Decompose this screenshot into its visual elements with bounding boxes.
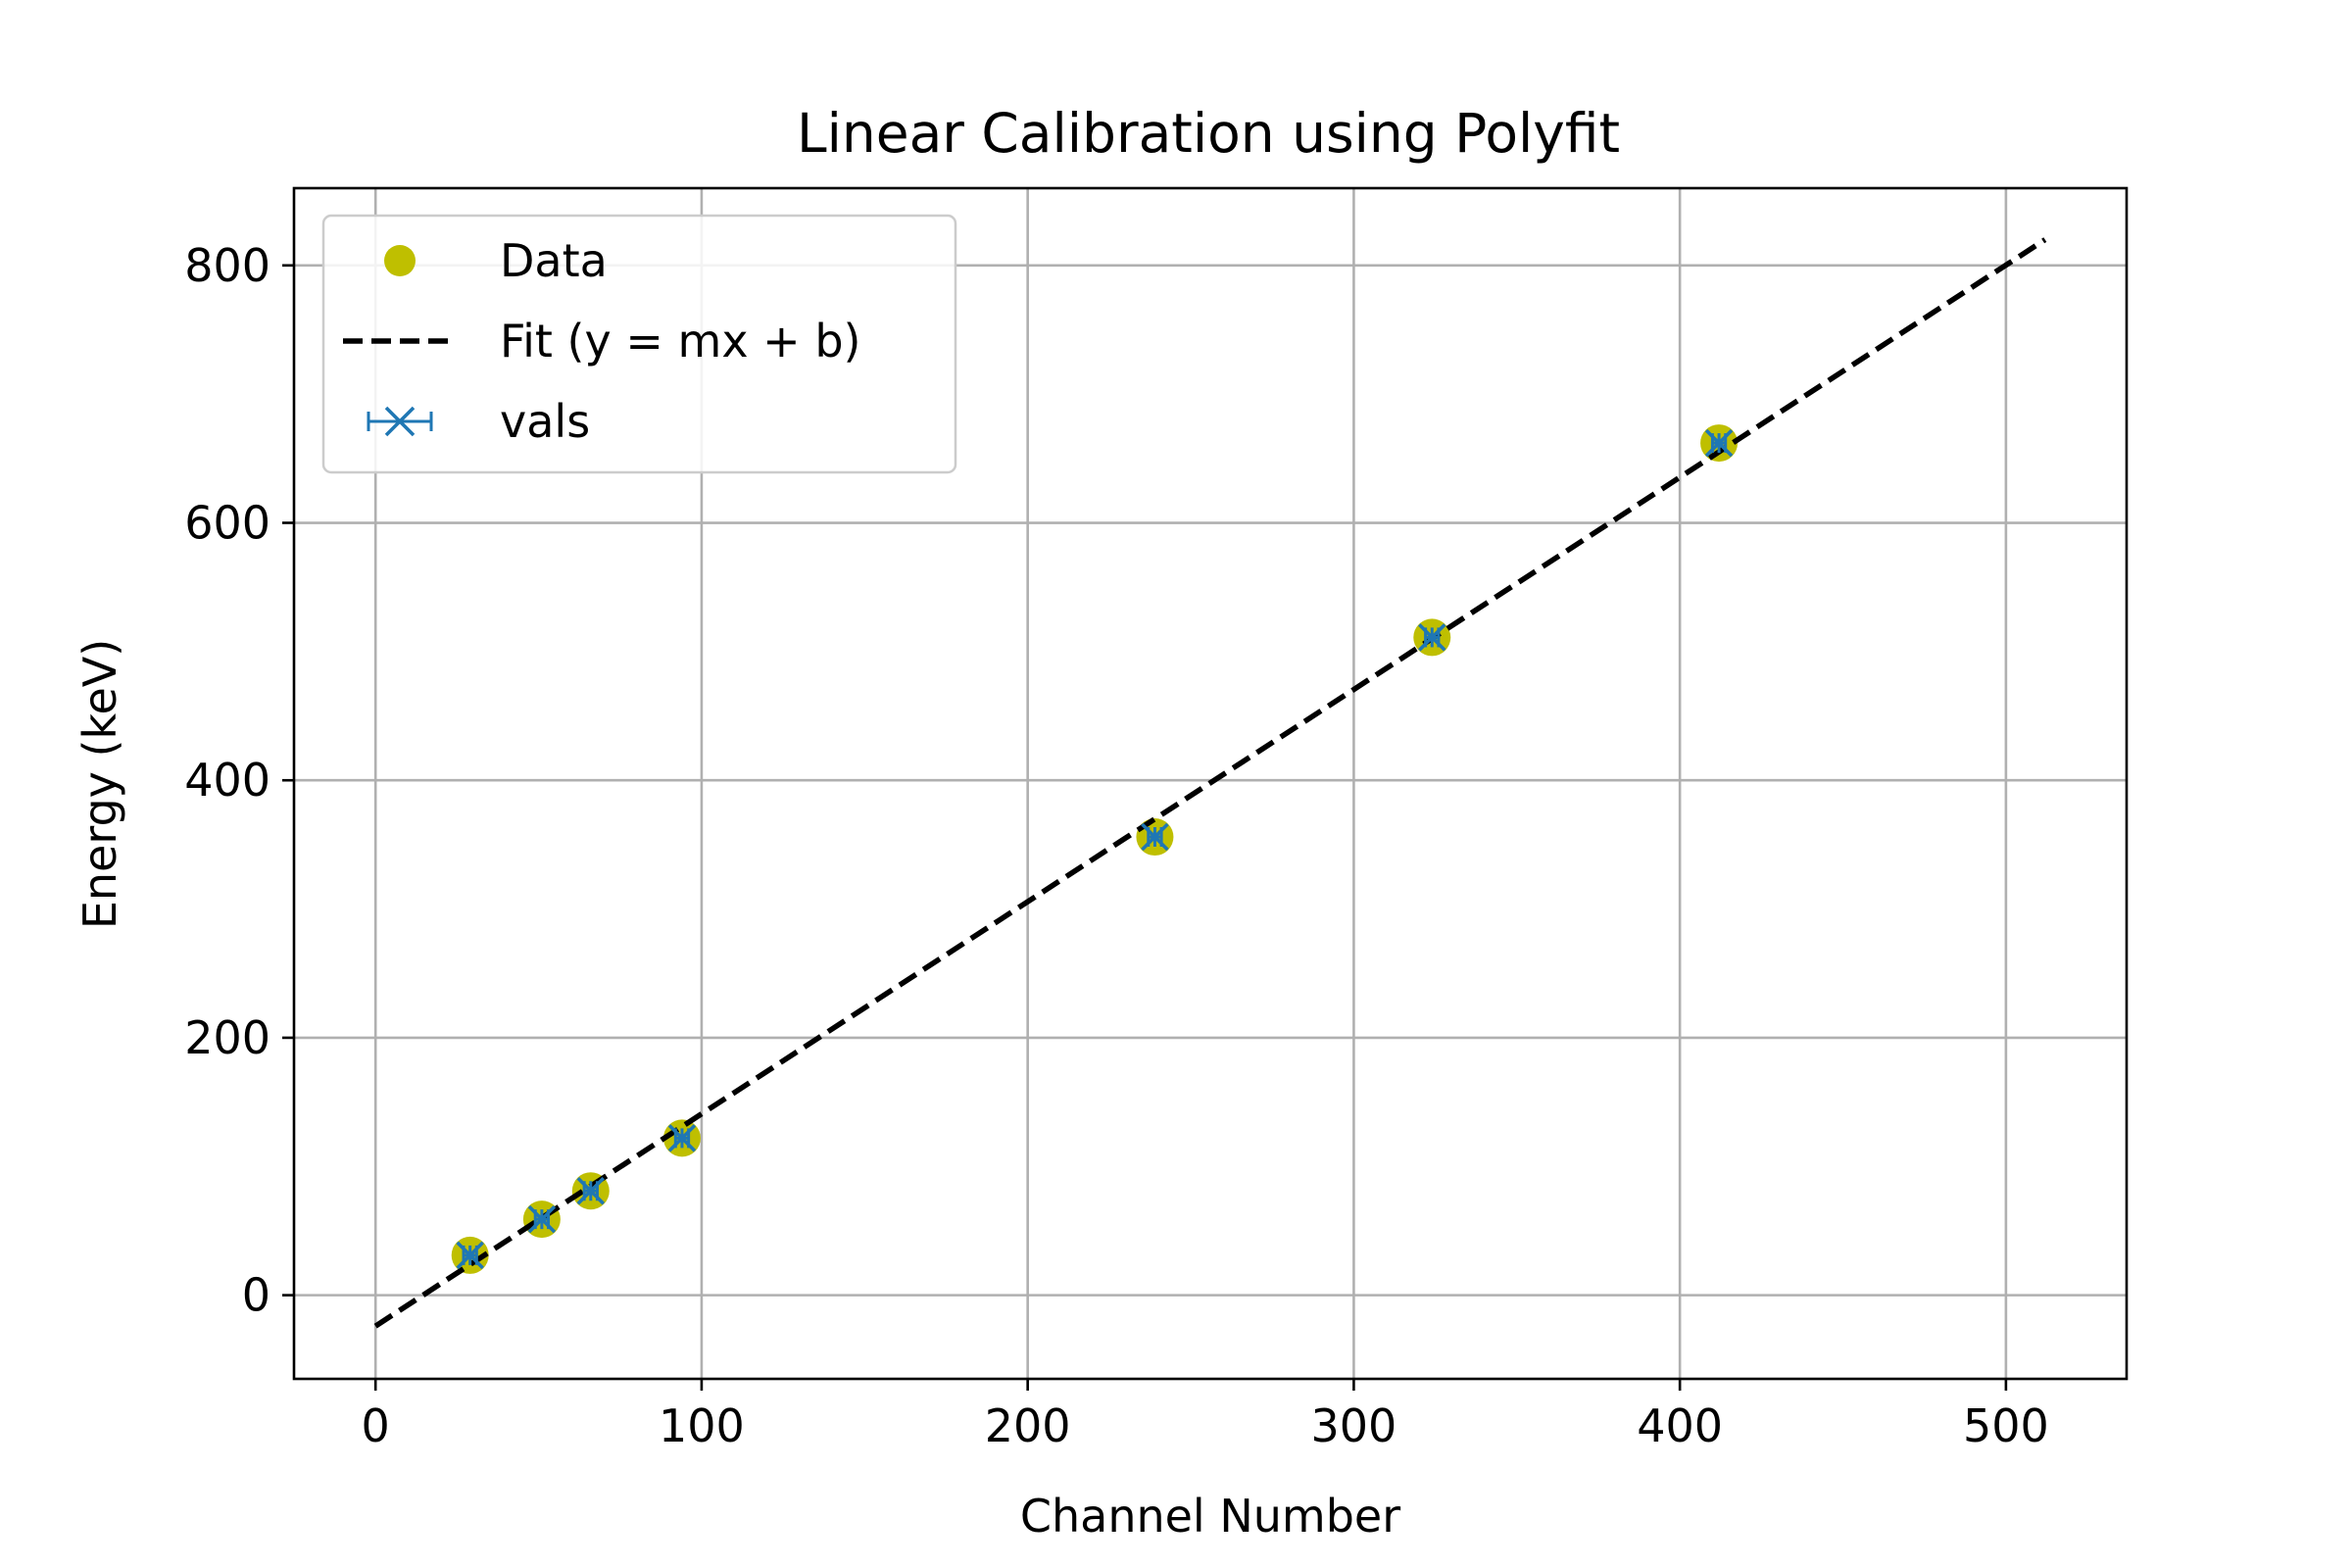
x-tick-label: 400 [1637, 1399, 1723, 1452]
grid [294, 188, 2127, 1379]
y-tick-label: 800 [184, 239, 270, 292]
y-tick-label: 0 [242, 1269, 270, 1322]
vals-point [527, 1204, 557, 1234]
vals-point [576, 1176, 606, 1205]
vals-x-marker [1418, 623, 1446, 652]
legend-vals-x [384, 406, 416, 437]
x-tick-label: 100 [659, 1399, 745, 1452]
x-tick-label: 300 [1310, 1399, 1396, 1452]
x-tick-label: 200 [985, 1399, 1071, 1452]
fit-series [373, 237, 2047, 1329]
vals-x-marker [1141, 822, 1169, 852]
legend-vals-label: vals [500, 395, 590, 448]
vals-x-marker [1704, 428, 1734, 458]
vals-point [667, 1124, 697, 1152]
vals-x-marker [527, 1204, 557, 1234]
vals-point [456, 1241, 484, 1270]
legend-data-marker [384, 245, 416, 276]
legend-box [321, 214, 957, 474]
vals-point [1141, 822, 1169, 852]
vals-point [1418, 623, 1446, 652]
x-tick-label: 0 [362, 1399, 390, 1452]
y-axis: 0 200 400 600 800 [184, 239, 294, 1322]
vals-x-marker [456, 1241, 484, 1270]
y-tick-label: 400 [184, 754, 270, 807]
vals-x-marker [576, 1176, 606, 1205]
x-tick-label: 500 [1963, 1399, 2049, 1452]
y-tick-label: 600 [184, 497, 270, 550]
fit-line [373, 237, 2047, 1329]
y-tick-label: 200 [184, 1011, 270, 1064]
x-axis: 0 100 200 300 400 500 [362, 1379, 2049, 1452]
legend: Data Fit (y = mx + b) vals [321, 214, 957, 474]
legend-fit-label: Fit (y = mx + b) [500, 315, 860, 368]
chart-title: Linear Calibration using Polyfit [797, 102, 1620, 165]
y-axis-label: Energy (keV) [74, 639, 126, 929]
x-axis-label: Channel Number [1020, 1490, 1400, 1543]
vals-point [1704, 428, 1734, 458]
legend-data-label: Data [500, 234, 608, 287]
plot-area-frame [292, 186, 2129, 1381]
vals-series [456, 428, 1734, 1270]
legend-vals-marker [367, 406, 433, 437]
vals-x-marker [667, 1124, 697, 1152]
